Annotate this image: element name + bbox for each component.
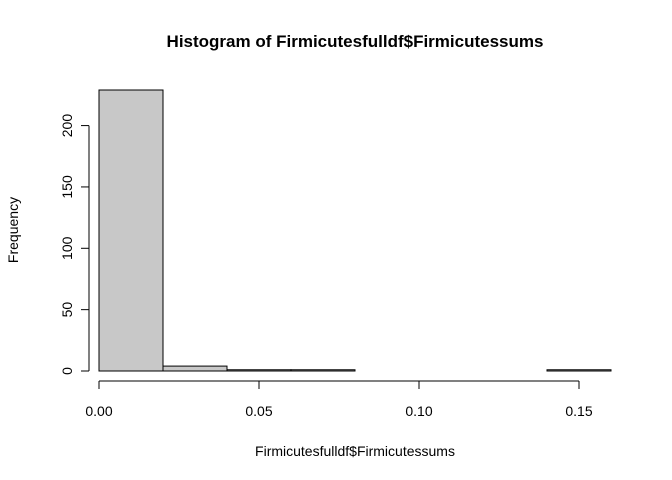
x-tick-label-2: 0.10	[405, 403, 432, 419]
histogram-bar-0	[98, 89, 164, 372]
y-tick-label-4: 200	[59, 114, 75, 138]
x-tick-label-3: 0.15	[565, 403, 592, 419]
y-tick-label-0: 0	[59, 367, 75, 375]
histogram-bar-7	[546, 369, 612, 372]
y-axis: 0 50 100 150 200	[59, 114, 90, 375]
y-tick-label-2: 100	[59, 236, 75, 260]
y-axis-label: Frequency	[5, 197, 21, 263]
histogram-bar-2	[226, 369, 292, 372]
histogram-bar-3	[290, 369, 356, 372]
x-tick-label-0: 0.00	[85, 403, 112, 419]
x-axis: 0.00 0.05 0.10 0.15	[85, 380, 593, 419]
y-tick-label-3: 150	[59, 175, 75, 199]
histogram-bar-1	[162, 365, 228, 372]
x-tick-label-1: 0.05	[245, 403, 272, 419]
y-tick-label-1: 50	[59, 302, 75, 318]
x-axis-label: Firmicutesfulldf$Firmicutessums	[255, 443, 455, 459]
chart-title: Histogram of Firmicutesfulldf$Firmicutes…	[167, 32, 544, 51]
bars-group	[98, 89, 612, 372]
